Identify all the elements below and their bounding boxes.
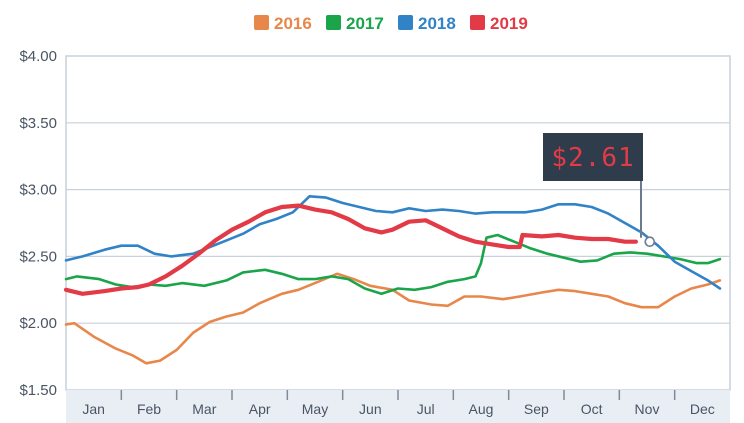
y-tick-label: $4.00 (19, 48, 57, 65)
x-tick-label: Apr (249, 401, 271, 417)
legend-swatch-2018 (398, 15, 413, 30)
x-axis: Jan Feb Mar Apr May Jun Jul Aug Sep Oct Nov Dec (66, 390, 730, 423)
series-lines (63, 195, 722, 365)
x-tick-label: Dec (690, 401, 715, 417)
y-tick-label: $2.00 (19, 315, 57, 332)
legend-label-2019: 2019 (490, 14, 528, 33)
plot-area (65, 55, 731, 391)
y-tick-label: $3.00 (19, 182, 57, 199)
legend-label-2016: 2016 (274, 14, 312, 33)
series-line-2018 (64, 195, 722, 290)
price-callout: $2.61 (543, 133, 656, 248)
x-tick-label: Aug (469, 401, 494, 417)
y-tick-label: $3.50 (19, 115, 57, 132)
series-line-2017 (64, 233, 722, 296)
legend-label-2017: 2017 (346, 14, 384, 33)
callout-box (543, 133, 643, 181)
x-tick-label: Oct (581, 401, 603, 417)
legend-swatch-2019 (470, 15, 485, 30)
x-tick-label: Jun (359, 401, 382, 417)
y-tick-label: $1.50 (19, 382, 57, 399)
x-tick-label: Mar (192, 401, 216, 417)
y-tick-label: $2.50 (19, 248, 57, 265)
chart-legend: 2016 2017 2018 2019 (254, 14, 528, 33)
series-line-2019 (63, 203, 638, 296)
x-tick-label: Jan (82, 401, 105, 417)
callout-marker (644, 236, 656, 248)
x-tick-label: Jul (417, 401, 435, 417)
legend-swatch-2017 (326, 15, 341, 30)
legend-label-2018: 2018 (418, 14, 456, 33)
x-tick-label: Nov (635, 401, 660, 417)
x-tick-label: May (302, 401, 328, 417)
callout-value: $2.61 (551, 143, 634, 173)
y-axis-ticks: $4.00 $3.50 $3.00 $2.50 $2.00 $1.50 (19, 48, 57, 399)
x-tick-label: Feb (137, 401, 161, 417)
x-tick-label: Sep (524, 401, 549, 417)
legend-swatch-2016 (254, 15, 269, 30)
